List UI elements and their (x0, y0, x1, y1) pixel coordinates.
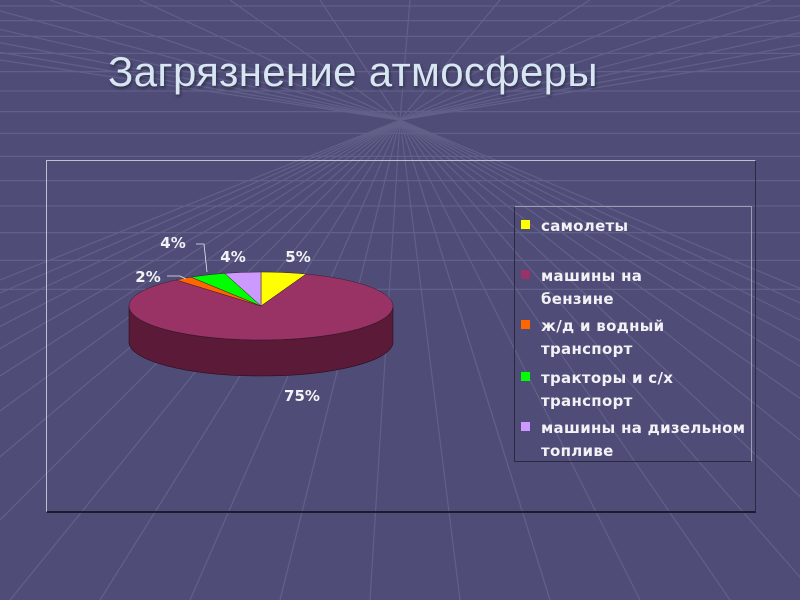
data-label: 5% (285, 248, 310, 266)
pie-slice-1 (128, 273, 394, 341)
legend-label: машины на бензине (541, 267, 643, 308)
data-label: 75% (284, 387, 320, 405)
slide-title: Загрязнение атмосферы (108, 48, 598, 95)
legend-label: машины на дизельном топливе (541, 419, 746, 460)
leader-lines (167, 243, 208, 280)
legend-swatch (521, 372, 530, 381)
legend-label: ж/д и водный транспорт (541, 317, 665, 358)
chart-legend: самолеты машины на бензине ж/д и водный … (514, 206, 752, 462)
legend-swatch (521, 220, 530, 229)
pie-slice-4 (224, 271, 262, 307)
legend-label: тракторы и с/х транспорт (541, 369, 674, 410)
chart-frame (46, 160, 756, 513)
data-label: 4% (220, 248, 245, 266)
legend-swatch (521, 320, 530, 329)
legend-label: самолеты (541, 217, 629, 235)
legend-swatch (521, 270, 530, 279)
data-label: 2% (135, 268, 160, 286)
legend-swatch (521, 422, 530, 431)
data-label: 4% (160, 234, 185, 252)
